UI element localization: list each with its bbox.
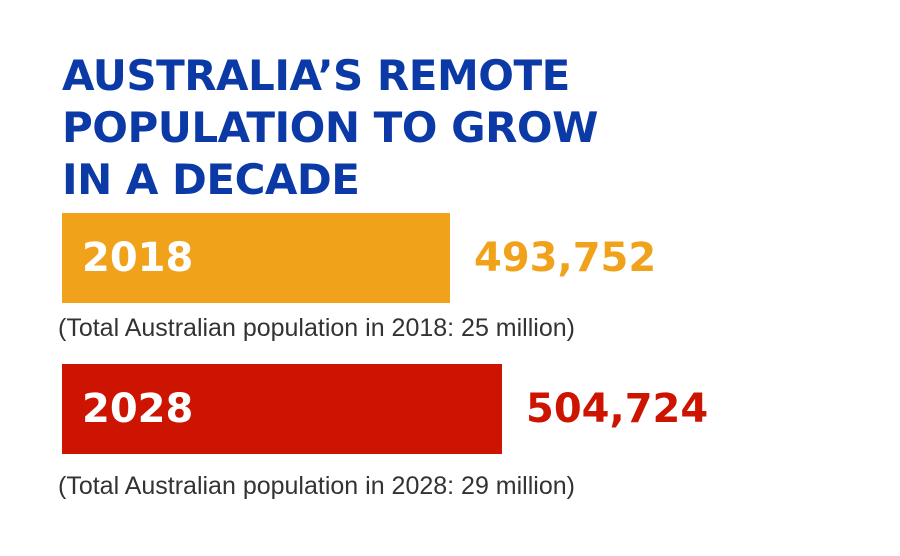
note-2018: (Total Australian population in 2018: 25…: [58, 314, 575, 342]
chart-title: AUSTRALIA’S REMOTE POPULATION TO GROW IN…: [62, 50, 598, 206]
note-2028: (Total Australian population in 2028: 29…: [58, 472, 575, 500]
title-line-1: AUSTRALIA’S REMOTE: [62, 51, 570, 100]
bar-2018: 2018: [62, 213, 450, 303]
value-label-2028: 504,724: [526, 386, 709, 432]
title-line-3: IN A DECADE: [62, 155, 360, 204]
bar-label-2018: 2018: [82, 235, 194, 281]
title-line-2: POPULATION TO GROW: [62, 103, 598, 152]
bar-2028: 2028: [62, 364, 502, 454]
bar-label-2028: 2028: [82, 386, 194, 432]
value-label-2018: 493,752: [474, 235, 657, 281]
